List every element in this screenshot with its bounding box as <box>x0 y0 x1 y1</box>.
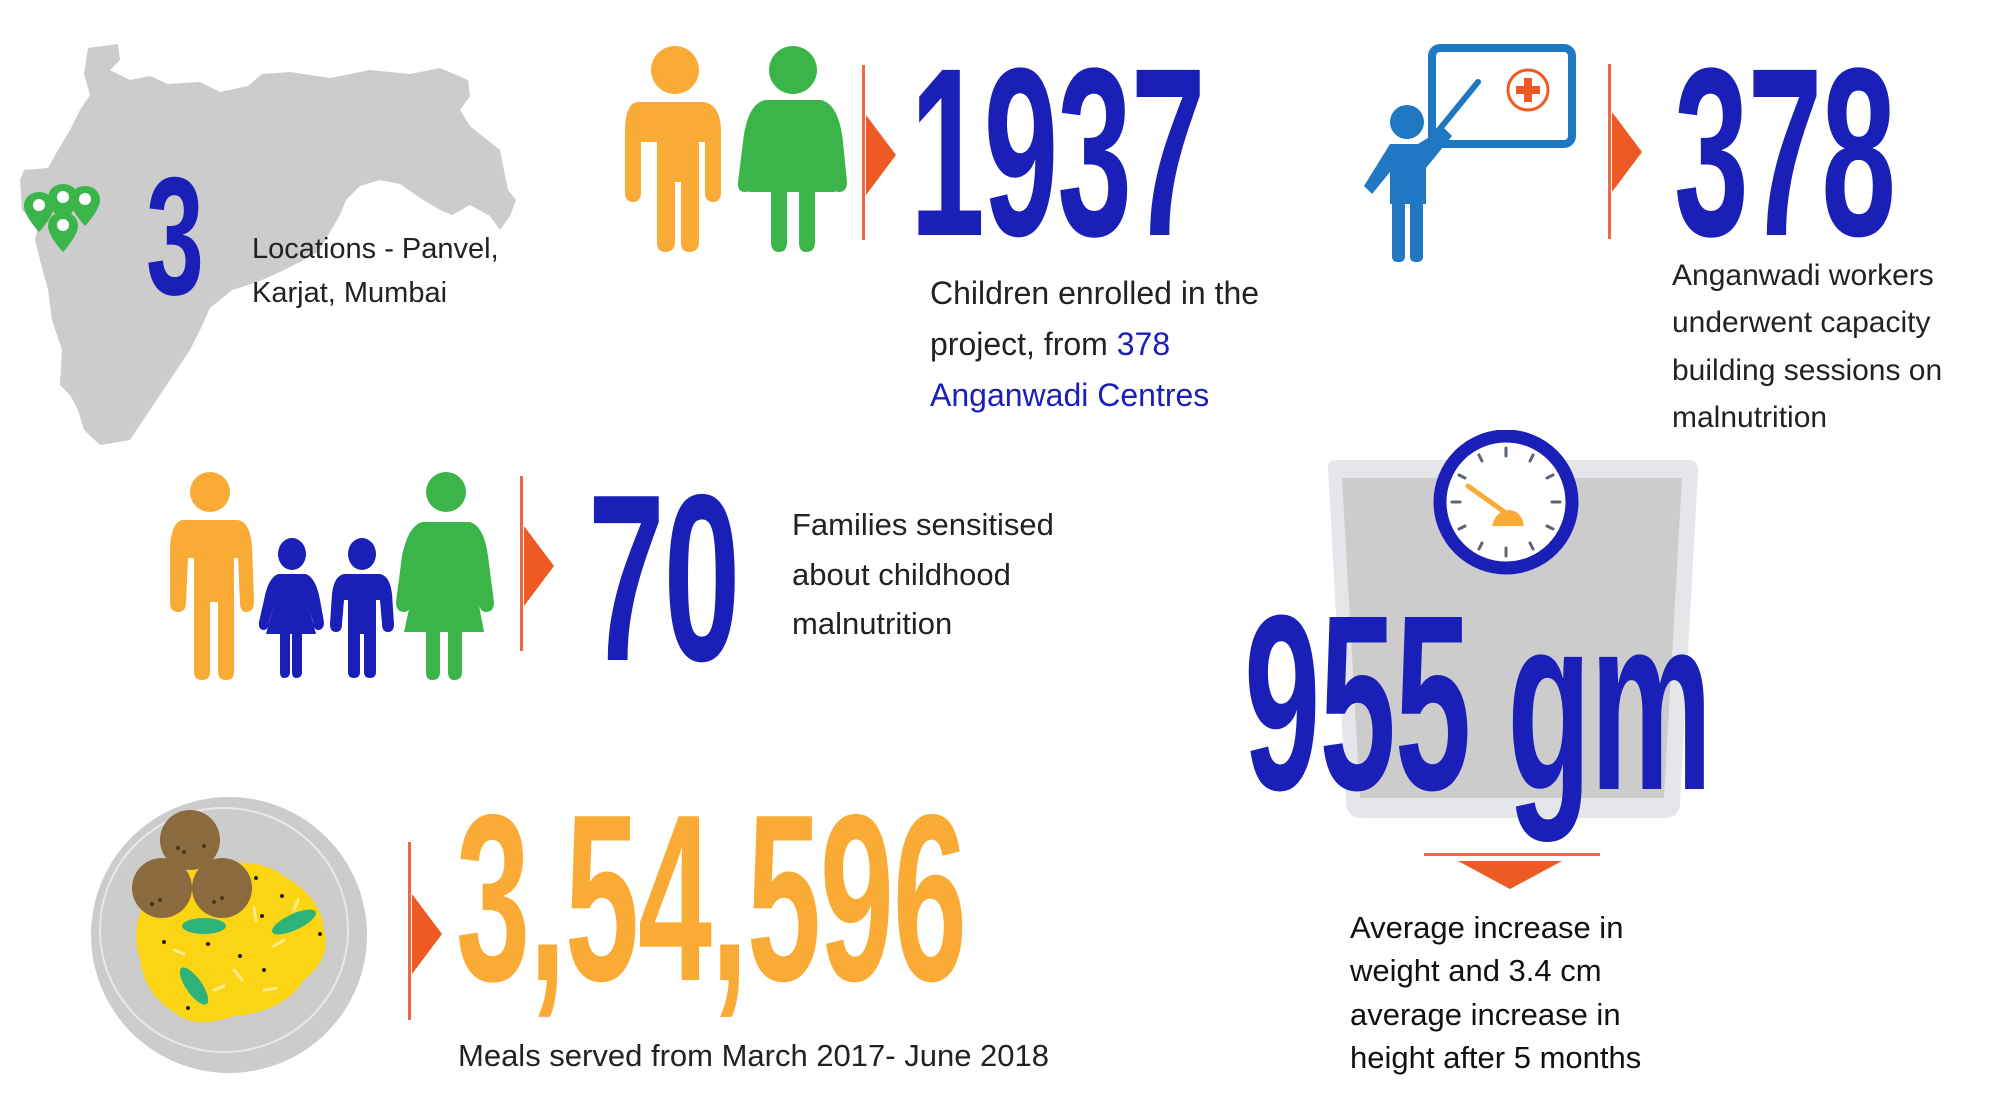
girl-icon <box>737 46 847 252</box>
families-line: Families sensitised <box>792 507 1054 542</box>
workers-line: underwent capacity <box>1672 306 1931 340</box>
meals-count: 3,54,596 <box>456 766 967 1031</box>
weight-line: weight and 3.4 cm <box>1350 953 1602 989</box>
meal-plate-icon <box>91 797 367 1073</box>
weight-gain-value: 955 gm <box>1244 563 1712 842</box>
maharashtra-map-icon <box>20 44 516 445</box>
location-pin-icon <box>48 212 78 252</box>
workers-description: Anganwadi workers underwent capacity bui… <box>1672 252 1942 442</box>
families-block: 70 Families sensitised about childhood m… <box>160 440 1120 700</box>
workers-count: 378 <box>1674 18 1896 286</box>
arrow-marker <box>862 65 902 240</box>
boy-icon <box>625 46 721 252</box>
down-arrow-marker <box>1424 853 1604 913</box>
weight-line: average increase in <box>1350 996 1621 1032</box>
workers-line: building sessions on <box>1672 353 1943 387</box>
weight-description: Average increase in weight and 3.4 cm av… <box>1350 906 1641 1080</box>
meals-description: Meals served from March 2017- June 2018 <box>458 1038 1050 1073</box>
weight-line: Average increase in <box>1350 910 1624 945</box>
locations-line-1: Locations - Panvel, <box>252 233 499 265</box>
children-line-1: Children enrolled in the <box>930 275 1260 311</box>
families-description: Families sensitised about childhood maln… <box>792 500 1054 649</box>
children-line-2: project, from 378 <box>930 319 1259 370</box>
weighing-scale-icon <box>1328 430 1698 818</box>
locations-block: 3 Locations - Panvel, Karjat, Mumbai <box>0 0 560 460</box>
families-line: about childhood <box>792 556 1011 592</box>
location-pin-icon <box>24 192 54 232</box>
children-line-2-prefix: project, from <box>930 326 1117 363</box>
arrow-marker <box>408 842 448 1020</box>
arrow-marker <box>520 476 560 651</box>
children-description: Children enrolled in the project, from 3… <box>930 268 1259 422</box>
workers-line: malnutrition <box>1672 401 1828 435</box>
workers-line: Anganwadi workers <box>1672 259 1934 292</box>
families-line: malnutrition <box>792 606 953 642</box>
children-count: 1937 <box>910 18 1206 286</box>
teacher-board-icon <box>1364 44 1576 262</box>
family-icon <box>170 472 254 680</box>
centres-count: 378 <box>1116 326 1171 363</box>
weight-block: 955 gm Average increase in weight and 3.… <box>1220 430 1800 1120</box>
children-line-3: Anganwadi Centres <box>930 377 1210 414</box>
children-block: 1937 Children enrolled in the project, f… <box>600 20 1320 440</box>
mother-icon <box>396 472 494 680</box>
locations-description: Locations - Panvel, Karjat, Mumbai <box>252 228 499 315</box>
locations-line-2: Karjat, Mumbai <box>252 276 448 309</box>
families-count: 70 <box>588 446 740 711</box>
locations-count: 3 <box>146 142 204 330</box>
weight-line: height after 5 months <box>1350 1040 1642 1076</box>
girl-child-icon <box>258 538 324 678</box>
arrow-marker <box>1608 64 1648 239</box>
workers-block: 378 Anganwadi workers underwent capacity… <box>1360 20 1992 460</box>
boy-child-icon <box>330 538 394 678</box>
location-pin-icon <box>70 186 100 226</box>
meals-block: 3,54,596 Meals served from March 2017- J… <box>60 760 1140 1120</box>
